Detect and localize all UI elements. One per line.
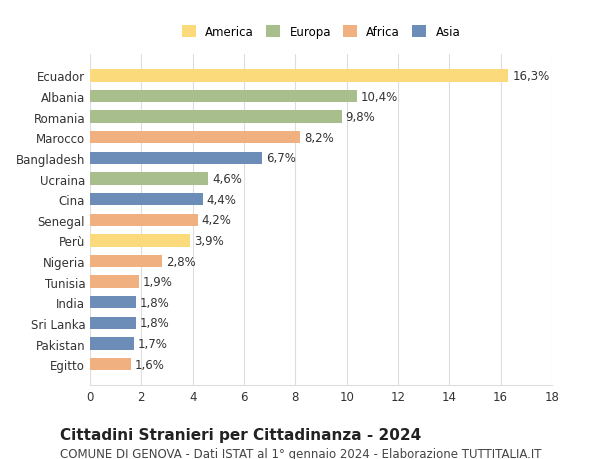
Text: 1,9%: 1,9% (143, 275, 172, 289)
Text: 8,2%: 8,2% (304, 132, 334, 145)
Bar (90, 338, 134, 350)
Bar (90, 235, 190, 247)
Text: 9,8%: 9,8% (346, 111, 375, 124)
Bar (90, 297, 136, 309)
Bar (90, 214, 198, 226)
Text: 6,7%: 6,7% (266, 152, 296, 165)
Text: 10,4%: 10,4% (361, 90, 398, 103)
Bar (90, 70, 508, 83)
Text: 1,6%: 1,6% (135, 358, 165, 371)
Bar (90, 111, 341, 123)
Bar (90, 317, 136, 330)
Text: 3,9%: 3,9% (194, 235, 224, 247)
Bar (90, 276, 139, 288)
Legend: America, Europa, Africa, Asia: America, Europa, Africa, Asia (177, 21, 465, 44)
Bar (90, 358, 131, 370)
Bar (90, 173, 208, 185)
Bar (90, 152, 262, 165)
Text: 4,2%: 4,2% (202, 214, 232, 227)
Bar (90, 91, 357, 103)
Text: COMUNE DI GENOVA - Dati ISTAT al 1° gennaio 2024 - Elaborazione TUTTITALIA.IT: COMUNE DI GENOVA - Dati ISTAT al 1° genn… (60, 448, 542, 459)
Text: 1,8%: 1,8% (140, 317, 170, 330)
Text: 4,4%: 4,4% (207, 193, 236, 206)
Text: 4,6%: 4,6% (212, 173, 242, 185)
Bar (90, 132, 301, 144)
Bar (90, 255, 162, 268)
Text: 1,8%: 1,8% (140, 296, 170, 309)
Text: 1,7%: 1,7% (137, 337, 167, 350)
Text: 16,3%: 16,3% (512, 70, 550, 83)
Text: 2,8%: 2,8% (166, 255, 196, 268)
Text: Cittadini Stranieri per Cittadinanza - 2024: Cittadini Stranieri per Cittadinanza - 2… (60, 427, 421, 442)
Bar (90, 194, 203, 206)
